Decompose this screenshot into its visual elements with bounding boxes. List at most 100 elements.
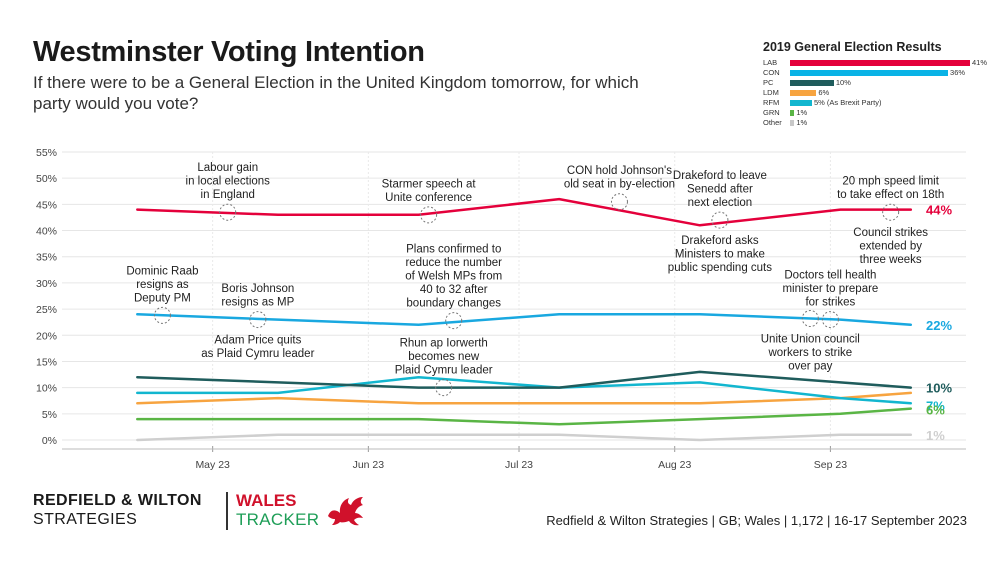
y-tick-label: 40% [36, 226, 57, 238]
end-label-lab: 44% [926, 203, 952, 218]
annotation-label: 40 to 32 after [420, 284, 488, 296]
y-tick-label: 0% [42, 435, 57, 447]
annotation-label: Labour gain [197, 162, 258, 174]
result-bar [790, 60, 970, 66]
annotation-marker [435, 379, 453, 397]
y-tick-label: 15% [36, 356, 57, 368]
result-value-label: 6% [818, 88, 830, 97]
result-party-label: LAB [763, 58, 778, 67]
result-party-label: LDM [763, 88, 779, 97]
x-tick-label: May 23 [195, 459, 230, 471]
y-tick-label: 35% [36, 252, 57, 264]
series-line-pc [136, 370, 913, 389]
annotation-label: of Welsh MPs from [405, 271, 502, 283]
result-bar [790, 100, 812, 106]
election-results-panel: 2019 General Election Results LAB 41% CON 3… [763, 40, 987, 128]
annotation-label: workers to strike [767, 347, 852, 359]
result-row-rfm: RFM 5% (As Brexit Party) [763, 98, 973, 108]
annotation-label: public spending cuts [668, 262, 772, 274]
x-tick-label: Jun 23 [353, 459, 385, 471]
annotation-label: for strikes [805, 297, 855, 309]
annotation-marker [801, 310, 819, 328]
result-value-label: 1% [796, 108, 808, 117]
y-tick-label: 50% [36, 173, 57, 185]
annotation-label: three weeks [860, 254, 922, 266]
annotation-label: Drakeford to leave [673, 170, 767, 182]
y-tick-label: 30% [36, 278, 57, 290]
end-label-con: 22% [926, 318, 952, 333]
result-value-label: 41% [972, 58, 988, 67]
series-line-lab [136, 197, 913, 227]
annotation-marker [420, 206, 438, 224]
y-tick-label: 5% [42, 409, 57, 421]
result-party-label: PC [763, 78, 774, 87]
result-bar [790, 70, 949, 76]
annotation-marker [821, 311, 839, 329]
annotation-label: as Plaid Cymru leader [201, 348, 314, 360]
annotation-label: Rhun ap Iorwerth [400, 338, 488, 350]
annotation-marker [610, 193, 628, 211]
result-bar [790, 120, 795, 126]
annotation-marker [711, 211, 729, 229]
result-value-label: 1% [796, 118, 808, 127]
annotation-label: Doctors tell health [784, 270, 876, 282]
wales-tracker-line2: TRACKER [236, 510, 320, 529]
result-value-label: 10% [835, 78, 851, 87]
y-tick-label: 55% [36, 147, 57, 159]
annotation-label: resigns as [136, 279, 189, 291]
series-line-ldm [136, 391, 913, 405]
annotation-label: boundary changes [406, 298, 501, 310]
brand-name: REDFIELD & WILTON [33, 492, 202, 509]
series-line-grn [136, 407, 913, 426]
annotation-label: Unite Union council [761, 334, 860, 346]
x-tick-label: Jul 23 [505, 459, 533, 471]
annotation-label: Senedd after [687, 184, 753, 196]
annotation-label: Dominic Raab [126, 265, 198, 277]
footer-divider [226, 492, 228, 530]
result-bar [790, 110, 795, 116]
annotation-marker [219, 203, 237, 221]
annotation-label: Adam Price quits [214, 335, 301, 347]
x-tick-label: Sep 23 [814, 459, 847, 471]
annotation-label: minister to prepare [782, 283, 878, 295]
annotation-label: Deputy PM [134, 292, 191, 304]
annotation-label: next election [688, 197, 753, 209]
annotation-label: over pay [788, 361, 832, 373]
annotation-marker [249, 311, 267, 329]
x-tick-label: Aug 23 [658, 459, 691, 471]
series-line-other [136, 433, 913, 442]
y-tick-label: 25% [36, 304, 57, 316]
result-party-label: CON [763, 68, 780, 77]
end-label-pc: 10% [926, 381, 952, 396]
annotation-label: Unite conference [385, 192, 472, 204]
annotation-marker [445, 312, 463, 330]
result-bar [790, 90, 817, 96]
wales-tracker-logo: WALES TRACKER [236, 491, 319, 529]
y-tick-label: 45% [36, 199, 57, 211]
annotation-label: in local elections [186, 176, 271, 188]
page-title: Westminster Voting Intention [33, 36, 425, 68]
welsh-dragon-icon [328, 497, 363, 526]
annotation-marker [153, 306, 171, 324]
result-party-label: Other [763, 118, 782, 127]
result-row-pc: PC 10% [763, 78, 973, 88]
annotation-label: reduce the number [405, 257, 502, 269]
brand-logo: REDFIELD & WILTON STRATEGIES [33, 491, 202, 529]
annotation-label: Starmer speech at [382, 178, 477, 190]
election-results-title: 2019 General Election Results [763, 40, 942, 54]
annotation-marker [882, 203, 900, 221]
annotation-label: Council strikes [853, 227, 928, 239]
voting-intention-chart: 0% 5% 10% 15% 20% 25% 30% 35% 40% 45% 50% 55% May 23… [36, 147, 966, 471]
annotation-label: to take effect on 18th [837, 189, 944, 201]
wales-tracker-line1: WALES [236, 491, 297, 510]
end-label-rfm: 7% [926, 398, 945, 413]
page-subtitle: If there were to be a General Election i… [33, 73, 639, 113]
election-results-rows: LAB 41% CON 36% PC 10% LDM 6% RFM 5% (As Brexit P… [763, 58, 987, 128]
result-party-label: GRN [763, 108, 780, 117]
end-label-other: 1% [926, 428, 945, 443]
brand-subtitle: STRATEGIES [33, 511, 138, 528]
annotation-label: extended by [859, 241, 922, 253]
annotation-label: Boris Johnson [221, 283, 294, 295]
result-row-ldm: LDM 6% [763, 88, 973, 98]
annotation-label: Plans confirmed to [406, 244, 501, 256]
